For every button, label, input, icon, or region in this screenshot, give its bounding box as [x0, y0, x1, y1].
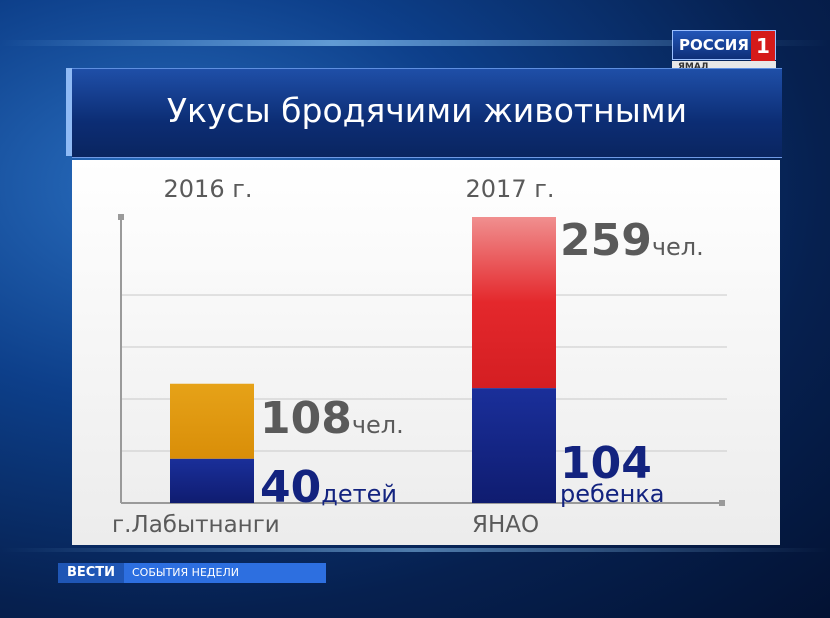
bar-children-1 — [170, 458, 254, 503]
total-label-2-unit: чел. — [652, 233, 704, 261]
total-label-2-value: 259 — [560, 215, 652, 266]
bar-total-1 — [170, 383, 254, 459]
channel-number: 1 — [751, 31, 775, 61]
ticker-brand: ВЕСТИ — [58, 563, 124, 583]
x-axis-cap — [719, 500, 725, 506]
title-bar: Укусы бродячими животными — [72, 68, 782, 158]
children-label-2-unit: ребенка — [560, 480, 664, 508]
chart-title: Укусы бродячими животными — [166, 91, 688, 130]
children-label-2-value: 104 — [560, 438, 652, 489]
bar-total-2 — [472, 217, 556, 389]
year-label-1: 2016 г. — [164, 175, 253, 203]
total-label-1: 108чел. — [260, 393, 404, 444]
chart-panel: 2016 г. г.Лабытнанги 2017 г. ЯНАО 108чел. 40д… — [72, 160, 780, 545]
total-label-1-unit: чел. — [352, 411, 404, 439]
children-label-1-value: 40 — [260, 462, 321, 513]
category-label-2: ЯНАО — [472, 512, 539, 538]
title-accent-bar — [66, 68, 72, 156]
total-label-2: 259чел. — [560, 215, 704, 266]
total-label-1-value: 108 — [260, 393, 352, 444]
channel-name: РОССИЯ — [679, 36, 749, 54]
category-label-1: г.Лабытнанги — [112, 512, 280, 538]
children-label-1-unit: детей — [321, 480, 397, 508]
background-streak-bottom — [0, 548, 830, 552]
bar-children-2 — [472, 388, 556, 503]
channel-logo-main: РОССИЯ 1 — [672, 30, 776, 61]
children-label-1: 40детей — [260, 462, 397, 513]
background-streak-top — [0, 40, 830, 46]
y-axis-cap — [118, 214, 124, 220]
ticker-program: СОБЫТИЯ НЕДЕЛИ — [124, 563, 326, 583]
channel-region: ЯМАЛ — [678, 62, 709, 72]
year-label-2: 2017 г. — [466, 175, 555, 203]
